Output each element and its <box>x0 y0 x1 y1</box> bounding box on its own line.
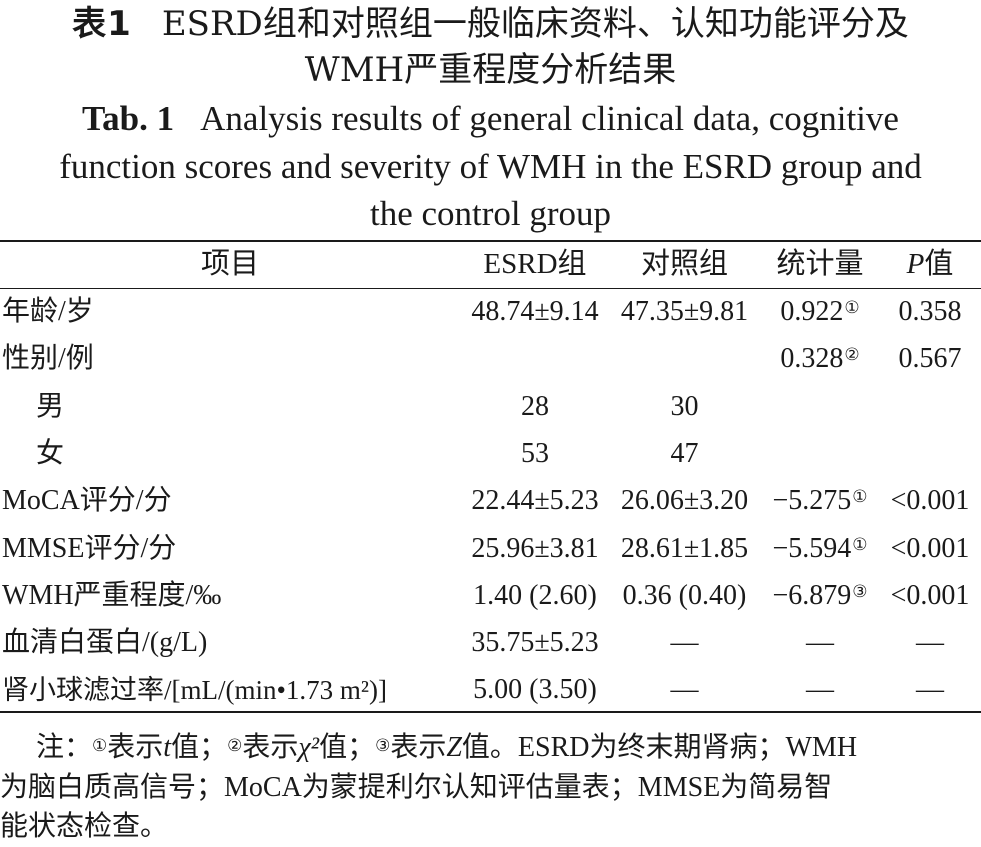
title-cn-line1: ESRD组和对照组一般临床资料、认知功能评分及 <box>161 4 909 44</box>
row-wmh-item: WMH严重程度/‰ <box>2 580 222 611</box>
table-bottom-rule <box>0 711 981 713</box>
p-suffix: 值 <box>924 248 954 280</box>
row-wmh-control: 0.36 (0.40) <box>622 580 747 611</box>
stat-footnote-mark: ③ <box>852 582 868 601</box>
stat-footnote-mark: ① <box>844 298 860 317</box>
row-male-item: 男 <box>36 391 65 422</box>
table-footnote-line1: 注：①表示t值；②表示χ²值；③表示Z值。ESRD为终末期肾病；WMH <box>0 728 975 768</box>
row-mmse-esrd: 25.96±3.81 <box>471 533 599 564</box>
row-mmse-stat: −5.594① <box>765 531 875 567</box>
title-en-line2: function scores and severity of WMH in t… <box>59 147 922 186</box>
row-mmse-item: MMSE评分/分 <box>2 533 177 564</box>
row-female-item: 女 <box>36 438 65 469</box>
table-title-en: Tab. 1 Analysis results of general clinic… <box>0 95 981 143</box>
title-cn-line2: WMH严重程度分析结果 <box>304 50 677 90</box>
row-moca-stat: −5.275① <box>765 483 875 519</box>
row-mmse-control: 28.61±1.85 <box>620 533 749 564</box>
note-text: 表示 <box>242 732 299 763</box>
table-header-rule <box>0 288 981 289</box>
stat-footnote-mark: ① <box>852 535 868 554</box>
row-age-control: 47.35±9.81 <box>620 296 749 327</box>
note-var-z: Z <box>446 732 462 763</box>
row-albumin-stat: — <box>806 627 834 658</box>
stat-value: 0.922 <box>780 296 844 327</box>
row-age-item: 年龄/岁 <box>2 296 94 327</box>
note-text: 值； <box>171 732 228 763</box>
row-sex-stat: 0.328② <box>765 341 875 377</box>
stat-value: 0.328 <box>780 343 844 374</box>
row-age-stat: 0.922① <box>765 294 875 330</box>
row-moca-item: MoCA评分/分 <box>2 485 172 516</box>
row-albumin-control: — <box>670 627 699 658</box>
header-control: 对照组 <box>640 248 728 280</box>
row-male-control: 30 <box>670 391 699 422</box>
row-gfr-esrd: 5.00 (3.50) <box>473 674 597 705</box>
stat-footnote-mark: ② <box>844 345 860 364</box>
row-gfr-stat: — <box>806 674 834 705</box>
row-female-esrd: 53 <box>521 438 549 469</box>
row-gfr-item: 肾小球滤过率/[mL/(min•1.73 m²)] <box>2 675 388 705</box>
header-esrd: ESRD组 <box>483 248 587 280</box>
note-text: 值； <box>319 732 376 763</box>
note-text: 值。ESRD为终末期肾病；WMH <box>461 732 858 763</box>
stat-value: −5.594 <box>772 533 852 564</box>
table-label-en: Tab. 1 <box>82 99 175 138</box>
row-male-esrd: 28 <box>521 391 549 422</box>
row-age-esrd: 48.74±9.14 <box>471 296 599 327</box>
row-wmh-p: <0.001 <box>890 580 970 611</box>
table-top-rule <box>0 240 981 242</box>
header-item: 项目 <box>200 248 259 280</box>
note-text: 表示 <box>107 732 164 763</box>
row-wmh-stat: −6.879③ <box>765 578 875 614</box>
row-albumin-p: — <box>916 627 944 658</box>
note-var-chi: χ² <box>298 732 320 763</box>
note-mark-3: ③ <box>375 736 391 755</box>
row-albumin-item: 血清白蛋白/(g/L) <box>2 627 208 658</box>
row-sex-p: 0.567 <box>898 343 962 374</box>
row-age-p: 0.358 <box>898 296 962 327</box>
table-label-cn: 表1 <box>72 4 132 44</box>
note-mark-1: ① <box>92 736 108 755</box>
p-italic: P <box>906 248 925 280</box>
title-en-line3: the control group <box>369 194 612 233</box>
note-prefix: 注： <box>36 732 93 763</box>
note-text: 表示 <box>390 732 447 763</box>
row-sex-item: 性别/例 <box>2 343 94 374</box>
header-p-value: P值 <box>885 246 975 282</box>
table-footnote-line3: 能状态检查。 <box>0 811 169 842</box>
row-moca-control: 26.06±3.20 <box>620 485 749 516</box>
table-footnote-line2: 为脑白质高信号；MoCA为蒙提利尔认知评估量表；MMSE为简易智 <box>0 772 833 803</box>
row-moca-p: <0.001 <box>890 485 970 516</box>
row-gfr-control: — <box>670 674 699 705</box>
header-statistic: 统计量 <box>776 248 864 280</box>
stat-footnote-mark: ① <box>852 487 868 506</box>
note-mark-2: ② <box>227 736 243 755</box>
row-albumin-esrd: 35.75±5.23 <box>471 627 599 658</box>
note-var-t: t <box>163 732 172 763</box>
table-title-cn: 表1 ESRD组和对照组一般临床资料、认知功能评分及 <box>0 2 981 46</box>
stat-value: −5.275 <box>772 485 852 516</box>
row-female-control: 47 <box>670 438 699 469</box>
row-wmh-esrd: 1.40 (2.60) <box>473 580 597 611</box>
title-en-line1: Analysis results of general clinical dat… <box>200 99 899 138</box>
row-moca-esrd: 22.44±5.23 <box>471 485 599 516</box>
stat-value: −6.879 <box>772 580 852 611</box>
row-gfr-p: — <box>916 674 944 705</box>
row-mmse-p: <0.001 <box>890 533 970 564</box>
